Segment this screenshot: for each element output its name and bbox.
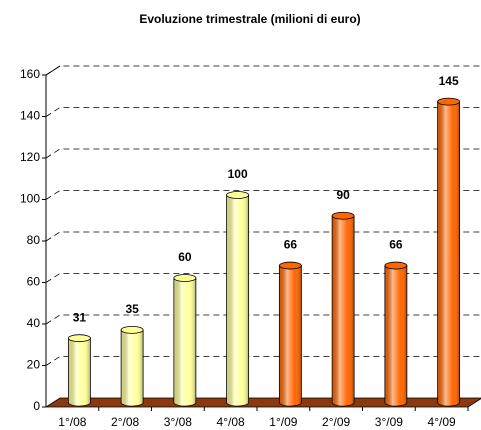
grid-line [45, 231, 481, 242]
grid-line [45, 314, 481, 325]
y-tick-label: 0 [33, 399, 40, 413]
y-tick-label: 100 [20, 192, 40, 206]
x-tick-label: 4°/08 [217, 415, 245, 429]
x-tick-label: 1°/09 [269, 415, 297, 429]
x-tick-label: 2°/08 [111, 415, 139, 429]
bar [331, 211, 355, 407]
bar [226, 191, 250, 407]
value-label: 90 [336, 188, 350, 202]
x-tick-label: 2°/09 [322, 415, 350, 429]
y-tick-label: 120 [20, 150, 40, 164]
bar [173, 274, 197, 407]
x-tick-label: 1°/08 [58, 415, 86, 429]
floor [44, 397, 481, 408]
grid-line [45, 65, 481, 76]
y-tick-label: 20 [27, 358, 41, 372]
value-label: 35 [125, 302, 139, 316]
grid-line [45, 356, 481, 366]
bar [437, 97, 461, 407]
chart-title: Evoluzione trimestrale (milioni di euro) [139, 12, 360, 26]
grid-line [45, 190, 481, 200]
bar [278, 261, 302, 407]
value-label: 66 [389, 238, 403, 252]
x-tick-label: 4°/09 [428, 415, 456, 429]
bar [67, 334, 91, 407]
value-label: 66 [284, 238, 298, 252]
bar [120, 325, 144, 407]
x-tick-label: 3°/09 [375, 415, 403, 429]
y-tick-label: 160 [20, 67, 40, 81]
bar [384, 261, 408, 407]
y-tick-label: 60 [27, 275, 41, 289]
value-label: 60 [178, 250, 192, 264]
value-label: 31 [73, 310, 87, 324]
value-label: 145 [439, 74, 459, 88]
y-tick-label: 140 [20, 109, 40, 123]
value-label: 100 [228, 167, 248, 181]
y-tick-label: 80 [27, 233, 41, 247]
y-tick-label: 40 [27, 316, 41, 330]
grid-line [45, 273, 481, 283]
grid-line [45, 148, 481, 159]
grid-line [45, 107, 481, 117]
x-tick-label: 3°/08 [164, 415, 192, 429]
